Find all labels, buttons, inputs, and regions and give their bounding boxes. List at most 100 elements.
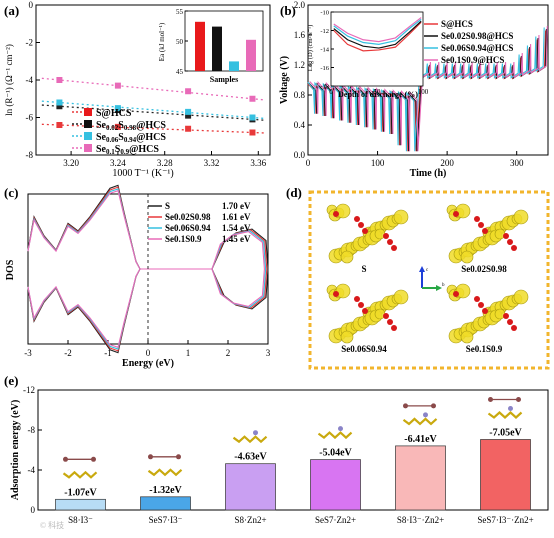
plot-frame (307, 4, 549, 156)
y-tick-label: -6 (26, 113, 34, 123)
category-label: S8·Zn2+ (234, 515, 266, 525)
bar-value-label: -6.41eV (404, 434, 437, 445)
panel-label-e: (e) (4, 373, 18, 388)
y-tick-label: 0 (29, 0, 34, 10)
bar-value-label: -1.32eV (149, 485, 182, 496)
category-label: SeS7·I3⁻ (149, 515, 183, 525)
category-label: SeS7·I3⁻·Zn2+ (477, 515, 533, 525)
inset-y-tick-label: -18 (320, 84, 329, 91)
y-tick-label: -4 (26, 75, 34, 85)
panel-d: (d) S Se0.02S0.98 Se0.06S0.94 Se0.1S0.9 c b (276, 180, 554, 370)
legend-item: Se0.02S0.98 (165, 212, 211, 222)
inset-y-tick-label: 45 (176, 68, 184, 76)
inset-bar (195, 21, 205, 71)
inset-y-tick-label: -14 (320, 47, 329, 54)
molecule-icon (317, 426, 353, 440)
legend-item: Se0.06S0.94 (165, 223, 211, 233)
bar-value-label: -4.63eV (234, 452, 267, 463)
inset-x-label: Samples (210, 75, 238, 84)
inset-curve (333, 21, 422, 52)
band-gap-value: 1.45 eV (222, 234, 251, 244)
inset-y-tick-label: 55 (176, 8, 184, 16)
panel-a: (a) -8 -6 -4 -2 0 3.20 3.24 3.28 3.32 3.36 1000 … (0, 0, 276, 180)
y-tick-label: 0.0 (294, 150, 306, 160)
data-point (114, 82, 121, 89)
plot-frame (37, 389, 549, 511)
x-tick-label: 200 (440, 158, 454, 168)
y-tick-label: 1.2 (294, 60, 305, 70)
charge-density-structures: (d) S Se0.02S0.98 Se0.06S0.94 Se0.1S0.9 c b (286, 185, 550, 370)
data-point (249, 95, 256, 102)
bar-value-label: -7.05eV (489, 428, 522, 439)
data-point (185, 108, 192, 115)
data-point (56, 122, 63, 128)
legend: S 1.70 eV Se0.02S0.98 1.61 eV Se0.06S0.94 1.5… (148, 201, 251, 244)
structure-frame (308, 190, 550, 370)
molecule-icon (147, 454, 183, 477)
inset-ea-bar-chart: 45 50 55 Samples Ea (kJ mol⁻¹) (158, 8, 264, 84)
fit-line (41, 104, 265, 121)
inset-diffusion-chart: -10 -12 -14 -16 -180 50 100 Depth of discharge… (307, 10, 429, 100)
x-tick-label: 3.20 (63, 158, 79, 168)
legend-marker-se01 (84, 144, 92, 152)
panel-label-b: (b) (280, 3, 296, 18)
bar-value-label: -5.04eV (319, 448, 352, 459)
y-tick-label: -8 (26, 150, 34, 160)
category-label: S8·I3⁻·Zn2+ (397, 515, 444, 525)
inset-bar (212, 26, 222, 72)
legend-item: Se0.1S0.9 (165, 234, 202, 244)
inset-y-tick-label: -10 (320, 10, 329, 17)
panel-b: (b) 0.0 0.4 0.8 1.2 1.6 2.0 0 100 200 300 Time (… (276, 0, 554, 180)
inset-curve (333, 17, 422, 43)
data-point (56, 99, 63, 106)
inset-x-tick-label: 100 (418, 88, 429, 96)
inset-curve (333, 18, 422, 45)
y-axis-label: ln (R⁻¹) (Ω⁻¹ cm⁻²) (4, 44, 14, 116)
x-axis-label: 1000 T⁻¹ (K⁻¹) (112, 168, 173, 179)
structure-label: Se0.1S0.9 (466, 344, 503, 354)
inset-y-tick-label: -12 (320, 28, 329, 35)
structure-label: S (361, 264, 366, 274)
x-tick-label: 3.24 (110, 158, 126, 168)
y-axis-label: DOS (5, 259, 16, 280)
y-tick-label: 0 (31, 505, 36, 515)
legend-item: S@HCS (441, 19, 473, 29)
inset-y-label: Log (D) (cm² s⁻¹) (307, 25, 314, 72)
x-tick-label: 0 (306, 158, 311, 168)
bar (480, 439, 531, 511)
panel-label-d: (d) (286, 185, 302, 200)
legend-item-se01: Se0.1S0.9@HCS (96, 144, 159, 156)
legend-item-se006: Se0.06S0.94@HCS (96, 132, 166, 144)
data-point (249, 114, 256, 121)
voltage-curve (307, 27, 545, 152)
y-tick-label: -12 (23, 385, 35, 395)
y-tick-label: 2.0 (294, 0, 306, 10)
x-axis-label: Energy (eV) (122, 358, 174, 369)
y-tick-label: -8 (28, 425, 36, 435)
legend-item-se002: Se0.02S0.98@HCS (96, 120, 166, 132)
molecule-icon (402, 403, 438, 426)
structure-1: Se0.02S0.98 (446, 203, 529, 274)
fit-line (41, 123, 265, 134)
y-tick-label: -4 (28, 465, 36, 475)
data-point (185, 112, 192, 119)
inset-y-tick-label: 50 (176, 38, 184, 46)
structure-2: Se0.06S0.94 (326, 283, 409, 354)
bar-value-label: -1.07eV (64, 487, 97, 498)
data-point (114, 123, 121, 130)
x-tick-label: 3.36 (250, 158, 266, 168)
x-axis-label: Time (h) (410, 168, 447, 179)
legend-marker-se002 (84, 120, 92, 128)
data-point (249, 129, 256, 136)
inset-x-label: Depth of discharge (%) (338, 90, 418, 99)
x-tick-label: -1 (104, 348, 112, 358)
x-tick-label: 300 (510, 158, 524, 168)
category-label: SeS7·Zn2+ (315, 515, 356, 525)
y-tick-label: 0.4 (294, 120, 306, 130)
dos-chart: (c) -3 -2 -1 0 1 2 3 Energy (eV) DOS S 1.70 eVS… (4, 184, 271, 369)
bar (310, 459, 361, 511)
legend-marker-s-hcs (84, 108, 92, 116)
molecule-icon (62, 456, 98, 479)
x-tick-label: -3 (24, 348, 32, 358)
y-tick-label: -2 (26, 38, 34, 48)
